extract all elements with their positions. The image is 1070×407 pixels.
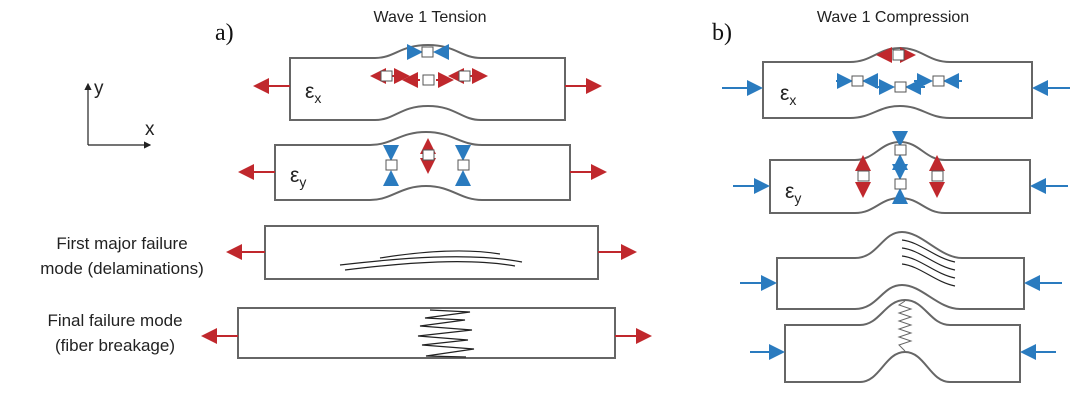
figure: y x a) Wave 1 Tension εx εy First major … bbox=[0, 0, 1070, 407]
specimen: εy bbox=[240, 132, 605, 200]
caption: (fiber breakage) bbox=[55, 336, 175, 355]
strain-label: εx bbox=[305, 80, 321, 106]
text: ε bbox=[305, 80, 314, 103]
text: ε bbox=[780, 82, 789, 105]
caption: First major failure bbox=[56, 234, 187, 253]
coordinate-axes: y x bbox=[88, 78, 155, 145]
panel-label: a) bbox=[215, 20, 234, 46]
specimen bbox=[740, 232, 1062, 309]
specimen bbox=[750, 300, 1056, 382]
specimen bbox=[228, 226, 635, 279]
caption: Final failure mode bbox=[47, 311, 182, 330]
panel-label: b) bbox=[712, 20, 732, 46]
text: x bbox=[314, 90, 321, 106]
caption: mode (delaminations) bbox=[40, 259, 203, 278]
axis-label: y bbox=[94, 78, 104, 99]
text: ε bbox=[785, 180, 794, 203]
text: x bbox=[789, 92, 796, 108]
strain-label: εy bbox=[785, 180, 801, 206]
axis-label: x bbox=[145, 119, 155, 140]
panel-title: Wave 1 Compression bbox=[817, 9, 969, 26]
specimen: εx bbox=[255, 45, 600, 120]
strain-label: εx bbox=[780, 82, 796, 108]
specimen bbox=[203, 308, 650, 358]
text: y bbox=[794, 190, 801, 206]
text: y bbox=[299, 174, 306, 190]
specimen: εy bbox=[733, 136, 1068, 213]
specimen: εx bbox=[722, 48, 1070, 118]
panel-title: Wave 1 Tension bbox=[374, 9, 487, 26]
text: ε bbox=[290, 164, 299, 187]
strain-label: εy bbox=[290, 164, 306, 190]
